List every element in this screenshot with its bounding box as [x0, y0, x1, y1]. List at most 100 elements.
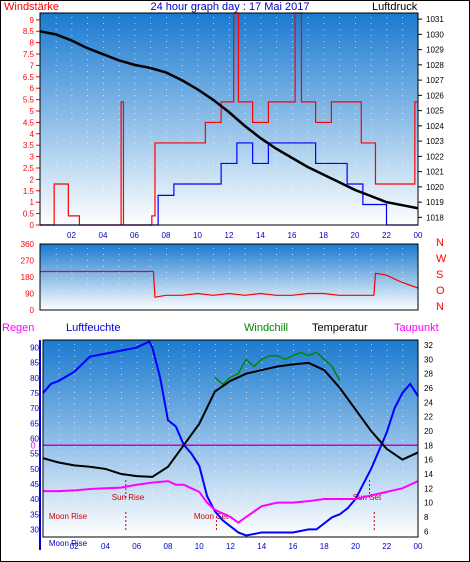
pressure-tick-label: 1022 — [426, 152, 444, 161]
grid-dot — [307, 248, 309, 249]
grid-dot — [324, 500, 326, 501]
grid-dot — [103, 89, 104, 90]
grid-dot — [371, 404, 372, 405]
grid-dot — [386, 368, 388, 369]
grid-dot — [308, 386, 310, 387]
humidity-tick-label: 40 — [30, 495, 39, 504]
grid-dot — [181, 41, 183, 42]
grid-dot — [386, 392, 388, 393]
grid-dot — [152, 518, 154, 519]
grid-dot — [261, 530, 263, 531]
grid-dot — [230, 398, 232, 399]
climate-x-tick-label: 10 — [195, 542, 204, 551]
grid-dot — [355, 35, 356, 36]
grid-dot — [277, 500, 279, 501]
grid-dot — [339, 107, 341, 108]
grid-dot — [168, 494, 169, 495]
grid-dot — [292, 260, 293, 261]
grid-dot — [55, 161, 57, 162]
grid-dot — [246, 482, 247, 483]
grid-dot — [118, 23, 120, 24]
grid-dot — [181, 35, 183, 36]
grid-dot — [166, 47, 167, 48]
grid-dot — [386, 41, 388, 42]
grid-dot — [214, 518, 216, 519]
grid-dot — [168, 518, 169, 519]
grid-dot — [386, 83, 388, 84]
grid-dot — [230, 434, 232, 435]
grid-dot — [214, 536, 216, 537]
grid-dot — [307, 155, 309, 156]
grid-dot — [261, 452, 263, 453]
grid-dot — [260, 272, 262, 273]
grid-dot — [307, 83, 309, 84]
grid-dot — [152, 374, 154, 375]
grid-dot — [89, 410, 91, 411]
grid-dot — [277, 362, 279, 363]
grid-dot — [371, 536, 372, 537]
climate-x-tick-label: 16 — [289, 542, 298, 551]
grid-dot — [55, 284, 57, 285]
grid-dot — [105, 416, 107, 417]
grid-dot — [355, 113, 356, 114]
grid-dot — [213, 35, 215, 36]
grid-dot — [71, 254, 73, 255]
grid-dot — [214, 368, 216, 369]
grid-dot — [213, 209, 215, 210]
grid-dot — [214, 530, 216, 531]
grid-dot — [121, 392, 122, 393]
grid-dot — [307, 197, 309, 198]
grid-dot — [339, 506, 341, 507]
grid-dot — [214, 416, 216, 417]
grid-dot — [118, 308, 120, 309]
grid-dot — [55, 47, 57, 48]
grid-dot — [87, 83, 89, 84]
grid-dot — [229, 29, 230, 30]
grid-dot — [71, 113, 73, 114]
grid-dot — [260, 254, 262, 255]
grid-dot — [150, 131, 152, 132]
grid-dot — [276, 119, 278, 120]
grid-dot — [386, 488, 388, 489]
grid-dot — [355, 215, 356, 216]
grid-dot — [370, 29, 372, 30]
grid-dot — [121, 512, 122, 513]
grid-dot — [324, 482, 326, 483]
grid-dot — [402, 380, 404, 381]
grid-dot — [55, 71, 57, 72]
grid-dot — [402, 350, 404, 351]
grid-dot — [293, 416, 294, 417]
grid-dot — [213, 260, 215, 261]
grid-dot — [136, 452, 138, 453]
grid-dot — [244, 179, 246, 180]
grid-dot — [339, 77, 341, 78]
moon-set-label: Moon Set — [194, 512, 229, 521]
grid-dot — [136, 506, 138, 507]
grid-dot — [197, 77, 199, 78]
climate-x-tick-label: 00 — [414, 542, 423, 551]
grid-dot — [89, 500, 91, 501]
grid-dot — [197, 308, 199, 309]
climate-x-tick-label: 12 — [226, 542, 235, 551]
grid-dot — [260, 113, 262, 114]
grid-dot — [134, 155, 136, 156]
grid-dot — [181, 131, 183, 132]
grid-dot — [197, 161, 199, 162]
grid-dot — [103, 308, 104, 309]
grid-dot — [103, 149, 104, 150]
grid-dot — [260, 101, 262, 102]
grid-dot — [355, 197, 356, 198]
grid-dot — [323, 308, 325, 309]
grid-dot — [355, 344, 357, 345]
grid-dot — [293, 344, 294, 345]
grid-dot — [292, 131, 293, 132]
grid-dot — [166, 65, 167, 66]
grid-dot — [87, 77, 89, 78]
grid-dot — [87, 179, 89, 180]
grid-dot — [229, 278, 230, 279]
grid-dot — [168, 404, 169, 405]
grid-dot — [150, 119, 152, 120]
grid-dot — [276, 59, 278, 60]
temperature-tick-label: 22 — [424, 413, 433, 422]
wind-tick-label: 3 — [30, 153, 35, 162]
